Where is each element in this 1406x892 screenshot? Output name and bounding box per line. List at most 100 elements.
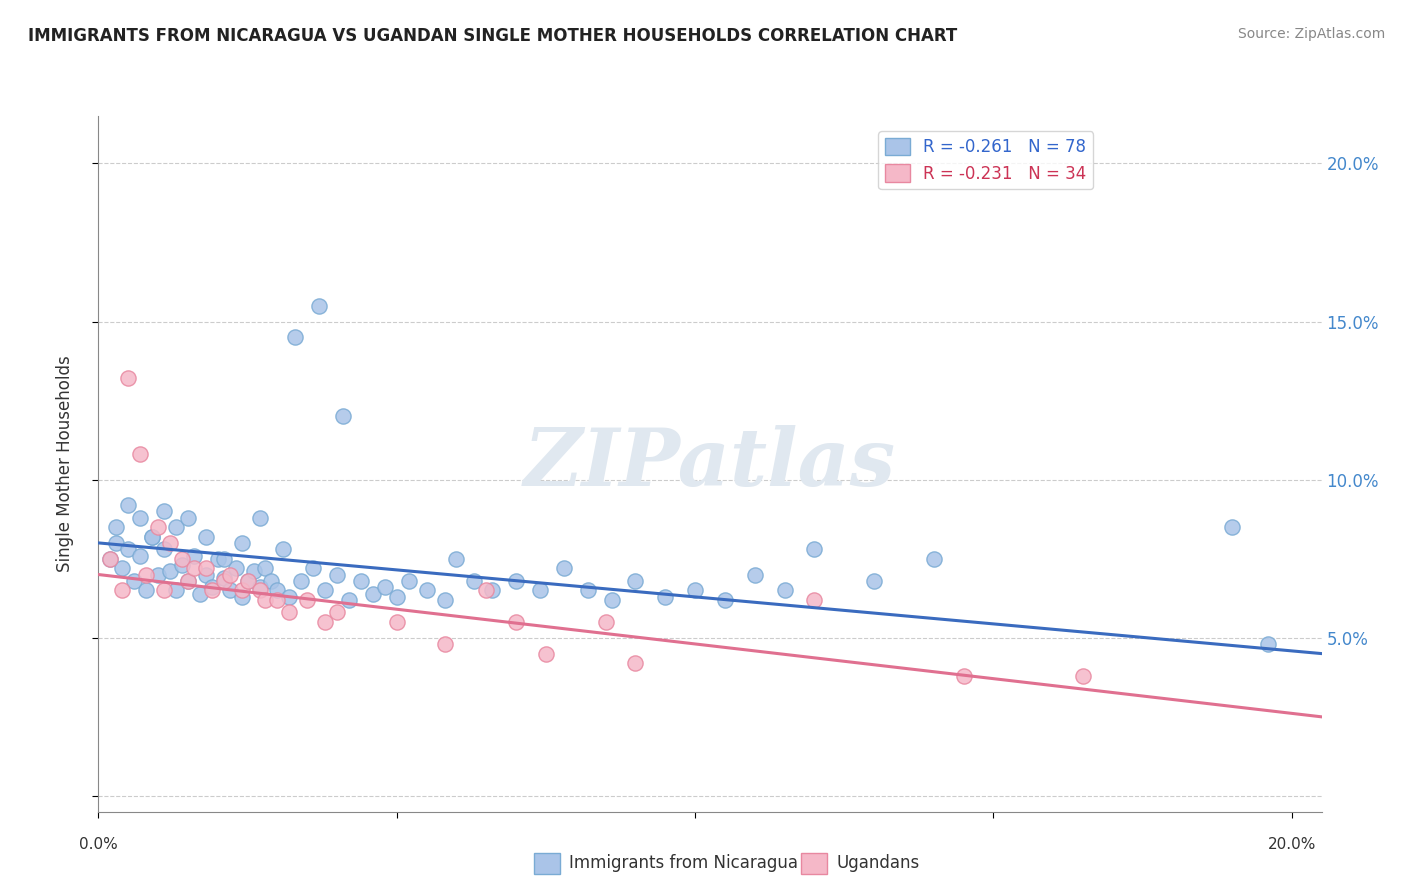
- Point: [1257, 637, 1279, 651]
- Point: [308, 299, 330, 313]
- Point: [135, 567, 157, 582]
- Point: [141, 530, 163, 544]
- Point: [803, 542, 825, 557]
- Point: [505, 574, 527, 588]
- Point: [98, 551, 121, 566]
- Point: [188, 586, 211, 600]
- Point: [165, 583, 187, 598]
- Point: [129, 447, 152, 461]
- Point: [433, 637, 456, 651]
- Point: [1220, 520, 1243, 534]
- Point: [231, 583, 253, 598]
- Text: ZIPatlas: ZIPatlas: [524, 425, 896, 502]
- Point: [218, 583, 240, 598]
- Point: [218, 567, 240, 582]
- Point: [98, 551, 121, 566]
- Text: 0.0%: 0.0%: [79, 837, 118, 852]
- Point: [505, 615, 527, 629]
- Point: [350, 574, 373, 588]
- Point: [922, 551, 945, 566]
- Y-axis label: Single Mother Households: Single Mother Households: [56, 356, 75, 572]
- Point: [595, 615, 617, 629]
- Legend: R = -0.261   N = 78, R = -0.231   N = 34: R = -0.261 N = 78, R = -0.231 N = 34: [879, 131, 1092, 189]
- Point: [337, 592, 360, 607]
- Point: [231, 590, 253, 604]
- Point: [773, 583, 796, 598]
- Point: [326, 606, 349, 620]
- Point: [273, 542, 295, 557]
- Point: [212, 551, 235, 566]
- Point: [183, 549, 205, 563]
- Point: [398, 574, 420, 588]
- Point: [302, 561, 325, 575]
- Point: [117, 371, 139, 385]
- Point: [600, 592, 623, 607]
- Point: [446, 551, 468, 566]
- Point: [201, 583, 224, 598]
- Point: [105, 520, 128, 534]
- Point: [105, 536, 128, 550]
- Point: [803, 592, 825, 607]
- Point: [463, 574, 485, 588]
- Point: [576, 583, 599, 598]
- Point: [165, 520, 187, 534]
- Point: [117, 498, 139, 512]
- Point: [361, 586, 384, 600]
- Point: [278, 606, 301, 620]
- Point: [529, 583, 551, 598]
- Point: [415, 583, 437, 598]
- Point: [290, 574, 312, 588]
- Point: [624, 656, 647, 670]
- Point: [385, 615, 408, 629]
- Point: [260, 574, 283, 588]
- Point: [254, 592, 277, 607]
- Point: [129, 549, 152, 563]
- Point: [122, 574, 145, 588]
- Point: [231, 536, 253, 550]
- Point: [194, 561, 217, 575]
- Point: [952, 669, 974, 683]
- Point: [744, 567, 766, 582]
- Point: [153, 542, 176, 557]
- Point: [153, 583, 176, 598]
- Point: [249, 510, 271, 524]
- Point: [146, 520, 169, 534]
- Point: [863, 574, 886, 588]
- Point: [170, 558, 193, 572]
- Point: [225, 561, 247, 575]
- Point: [385, 590, 408, 604]
- Point: [141, 530, 163, 544]
- Point: [194, 567, 217, 582]
- Point: [254, 561, 277, 575]
- Point: [374, 580, 396, 594]
- Point: [624, 574, 647, 588]
- Point: [314, 615, 336, 629]
- Point: [159, 565, 181, 579]
- Point: [534, 647, 557, 661]
- Point: [153, 504, 176, 518]
- Text: Source: ZipAtlas.com: Source: ZipAtlas.com: [1237, 27, 1385, 41]
- Point: [201, 580, 224, 594]
- Point: [654, 590, 676, 604]
- Point: [177, 574, 200, 588]
- Point: [249, 583, 271, 598]
- Point: [236, 574, 259, 588]
- Text: Ugandans: Ugandans: [837, 855, 920, 872]
- Point: [236, 574, 259, 588]
- Point: [177, 574, 200, 588]
- Text: Immigrants from Nicaragua: Immigrants from Nicaragua: [569, 855, 799, 872]
- Point: [714, 592, 737, 607]
- Point: [194, 530, 217, 544]
- Point: [183, 561, 205, 575]
- Point: [117, 542, 139, 557]
- Text: IMMIGRANTS FROM NICARAGUA VS UGANDAN SINGLE MOTHER HOUSEHOLDS CORRELATION CHART: IMMIGRANTS FROM NICARAGUA VS UGANDAN SIN…: [28, 27, 957, 45]
- Point: [266, 592, 288, 607]
- Point: [553, 561, 575, 575]
- Point: [111, 561, 134, 575]
- Point: [212, 574, 235, 588]
- Point: [297, 592, 319, 607]
- Point: [249, 580, 271, 594]
- Point: [129, 510, 152, 524]
- Text: 20.0%: 20.0%: [1268, 837, 1316, 852]
- Point: [111, 583, 134, 598]
